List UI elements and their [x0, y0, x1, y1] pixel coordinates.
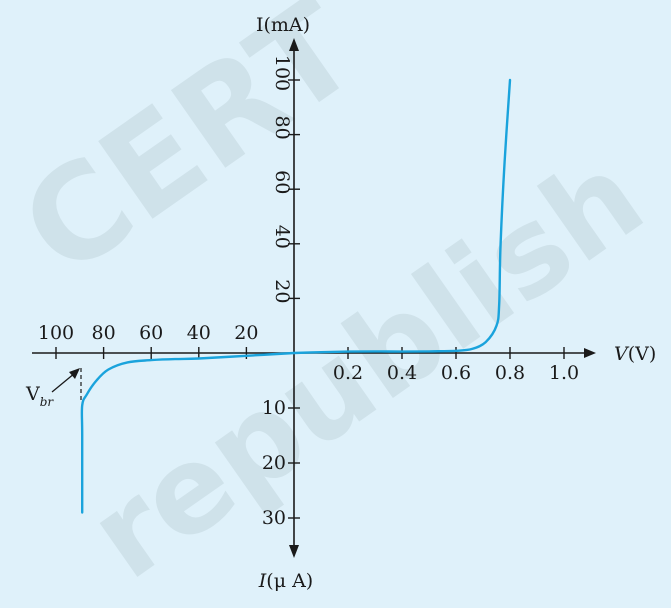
- x-tick-label-neg-80: 80: [92, 322, 116, 344]
- breakdown-arrow-shaft: [51, 372, 76, 393]
- x-tick-label-neg-40: 40: [187, 322, 211, 344]
- y-tick-label-neg-10: 10: [262, 397, 286, 419]
- x-tick-label-neg-60: 60: [139, 322, 163, 344]
- tick-marks: [55, 79, 565, 519]
- y-axis-bottom-label: I(μ A): [258, 570, 313, 592]
- y-tick-label-pos-60: 60: [271, 170, 293, 194]
- x-tick-label-pos-0.2: 0.2: [333, 362, 363, 384]
- x-tick-label-pos-1.0: 1.0: [549, 362, 579, 384]
- y-axis-arrow-down: [289, 545, 299, 558]
- x-tick-label-pos-0.8: 0.8: [495, 362, 525, 384]
- x-tick-label-pos-0.6: 0.6: [441, 362, 471, 384]
- x-tick-label-neg-20: 20: [234, 322, 258, 344]
- x-axis-label: V(V): [614, 343, 656, 365]
- y-tick-label-pos-20: 20: [271, 279, 293, 303]
- y-axis-bottom-label-unit: (μ A): [266, 570, 313, 592]
- y-axis-arrow-up: [289, 38, 299, 51]
- y-axis-top-label: I(mA): [256, 14, 310, 36]
- x-tick-label-neg-100: 100: [38, 322, 74, 344]
- y-tick-label-pos-40: 40: [271, 225, 293, 249]
- x-axis-label-unit: (V): [628, 343, 657, 365]
- x-axis-label-prefix: V: [614, 343, 630, 365]
- y-axis-bottom-label-prefix: I: [258, 570, 267, 592]
- breakdown-label-sub: br: [40, 395, 55, 409]
- breakdown-arrow-head: [69, 368, 80, 379]
- breakdown-label: Vbr: [25, 383, 54, 409]
- y-tick-label-pos-80: 80: [271, 116, 293, 140]
- breakdown-label-main: V: [25, 383, 40, 405]
- forward-bias-curve: [292, 78, 512, 355]
- y-tick-label-neg-30: 30: [262, 507, 286, 529]
- y-tick-label-pos-100: 100: [271, 55, 293, 91]
- tick-labels: 0.2 0.4 0.6 0.8 1.0 100 80 60 40 20 100 80 60 40 20 10 2…: [38, 55, 579, 529]
- x-tick-label-pos-0.4: 0.4: [387, 362, 417, 384]
- reverse-bias-curve: [80, 351, 296, 514]
- x-axis-arrow: [584, 348, 596, 358]
- y-tick-label-neg-20: 20: [262, 452, 286, 474]
